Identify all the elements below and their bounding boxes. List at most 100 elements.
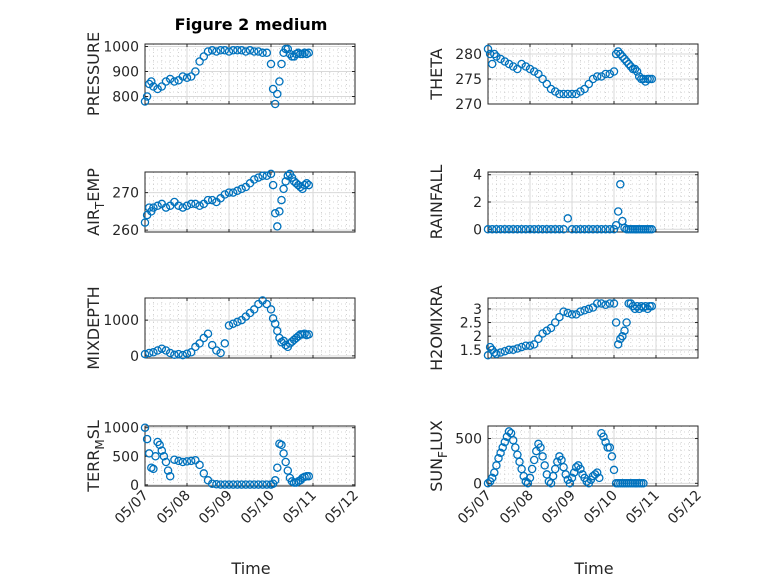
data-point [216, 46, 225, 55]
data-point [609, 67, 619, 76]
data-point [144, 348, 154, 358]
data-point [224, 188, 234, 197]
data-point [170, 350, 179, 360]
data-point [611, 220, 621, 230]
data-point [207, 46, 217, 55]
data-point [304, 48, 314, 58]
data-point [613, 340, 623, 349]
data-point [525, 341, 535, 350]
data-point [191, 67, 200, 76]
data-point [165, 348, 175, 358]
data-point [302, 179, 311, 188]
data-point [207, 195, 217, 205]
data-point [620, 54, 629, 64]
data-point [195, 201, 204, 211]
data-point [609, 465, 619, 475]
data-point [296, 182, 305, 192]
data-point [513, 64, 522, 74]
data-point [273, 222, 282, 231]
data-point [487, 473, 497, 483]
data-point [496, 54, 505, 64]
data-point [199, 469, 209, 478]
y-tick-label: 1000 [103, 421, 139, 437]
data-point [140, 218, 150, 227]
subplot-h2omixra: 1.522.53 H2OMIXRA [427, 285, 699, 371]
data-point [626, 62, 636, 71]
axes-box [144, 43, 356, 105]
y-axis-label-subscript: T [93, 201, 107, 210]
data-point [559, 89, 568, 99]
data-point [620, 223, 629, 233]
data-point [174, 456, 183, 466]
data-point [584, 304, 594, 314]
data-point [186, 348, 196, 357]
data-point [149, 203, 158, 212]
data-point [609, 299, 619, 308]
data-point [262, 171, 272, 181]
data-point [186, 72, 196, 81]
data-point [538, 225, 547, 234]
data-point [300, 329, 309, 338]
data-point [490, 348, 499, 357]
axes-box [487, 297, 699, 359]
data-point [559, 225, 568, 234]
data-point [498, 443, 507, 452]
data-point [266, 59, 276, 69]
data-point [546, 84, 556, 94]
data-point [597, 299, 606, 308]
data-point [304, 472, 314, 481]
data-point [237, 480, 246, 489]
data-point [525, 225, 535, 234]
data-point [487, 59, 497, 69]
y-tick-label: 260 [112, 223, 139, 239]
data-point [542, 79, 552, 89]
data-point [542, 225, 552, 234]
y-axis-label-main: AIR [84, 209, 103, 236]
y-axis-label-main: RAINFALL [427, 165, 446, 240]
data-point [249, 305, 259, 314]
data-point [153, 84, 162, 94]
data-point [279, 449, 288, 458]
data-point [254, 47, 263, 56]
data-point [529, 67, 539, 76]
data-point [613, 47, 623, 56]
data-point [563, 89, 573, 99]
data-point [233, 46, 242, 55]
data-point [216, 348, 225, 358]
data-point [237, 46, 246, 55]
data-point [262, 299, 272, 309]
data-point [611, 318, 621, 327]
data-point [529, 225, 539, 234]
data-point [207, 340, 217, 350]
y-axis-label: RAINFALL [427, 165, 446, 240]
data-point [144, 79, 154, 89]
data-point [601, 69, 610, 79]
data-point [275, 77, 284, 86]
data-point [580, 306, 589, 315]
data-point [195, 57, 204, 66]
data-point [647, 301, 657, 311]
data-point [161, 346, 171, 355]
data-point [504, 345, 514, 355]
data-point [149, 82, 158, 91]
data-point [492, 52, 501, 61]
data-point [595, 473, 604, 483]
y-tick-label: 2.5 [460, 316, 482, 332]
data-point [216, 480, 225, 489]
data-point [582, 477, 591, 486]
data-point [647, 225, 657, 234]
data-point [538, 452, 547, 461]
data-point [273, 463, 282, 472]
axes-box [487, 43, 699, 105]
data-point [186, 199, 196, 209]
data-point [254, 480, 263, 489]
data-point [544, 477, 554, 486]
data-point [249, 47, 259, 56]
data-point [220, 339, 230, 348]
data-point [605, 225, 615, 234]
y-axis-label: SUNFLUX [427, 420, 450, 492]
data-point [576, 464, 585, 474]
data-point [483, 479, 493, 488]
data-point [207, 479, 217, 488]
